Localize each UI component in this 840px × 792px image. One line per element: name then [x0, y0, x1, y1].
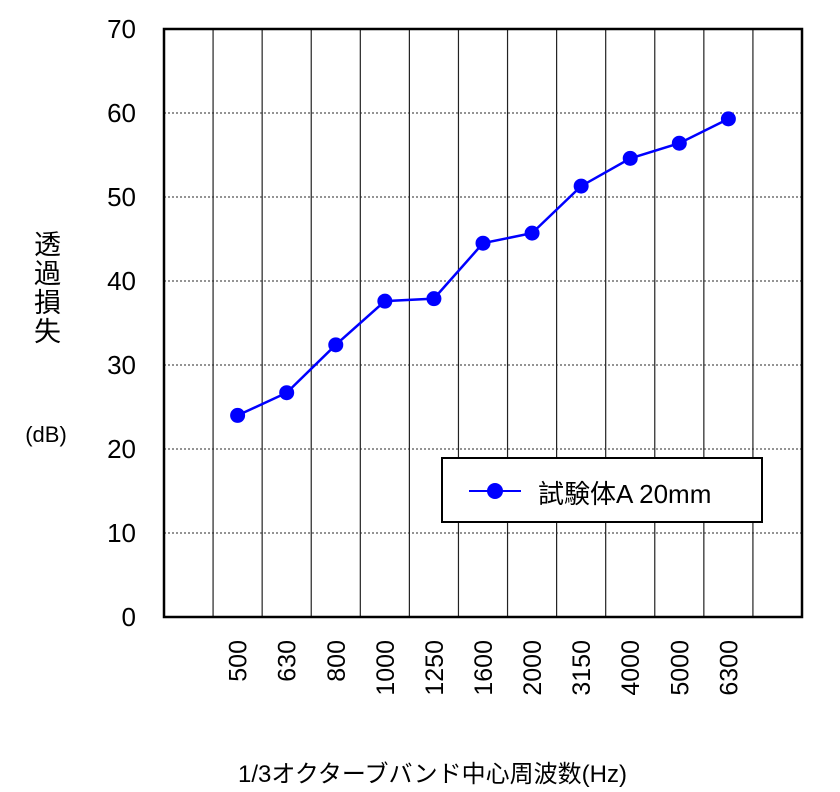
data-point	[230, 407, 246, 423]
x-tick-label: 630	[274, 640, 302, 682]
data-point	[524, 225, 540, 241]
data-point	[279, 385, 295, 401]
y-tick-label: 10	[107, 518, 136, 548]
y-tick-label: 0	[122, 602, 136, 632]
data-point	[573, 178, 589, 194]
plot-frame	[162, 27, 804, 619]
data-point	[377, 293, 393, 309]
y-tick-label: 40	[107, 266, 136, 296]
data-point	[720, 111, 736, 127]
x-tick-label: 500	[225, 640, 253, 682]
x-tick-label: 800	[323, 640, 351, 682]
y-tick-label: 60	[107, 98, 136, 128]
data-point	[328, 337, 344, 353]
legend-marker-icon	[469, 483, 521, 499]
x-tick-label: 1250	[421, 640, 449, 696]
x-tick-label: 4000	[617, 640, 645, 696]
x-tick-label: 6300	[715, 640, 743, 696]
data-point	[475, 235, 491, 251]
y-axis-title: 透過損失	[30, 230, 60, 346]
x-tick-label: 1600	[470, 640, 498, 696]
legend-label: 試験体A 20mm	[538, 479, 712, 509]
y-axis-unit: (dB)	[25, 422, 67, 447]
y-tick-label: 70	[107, 14, 136, 44]
data-point	[671, 135, 687, 151]
x-tick-label: 1000	[372, 640, 400, 696]
x-tick-label: 3150	[568, 640, 596, 696]
x-axis-title: 1/3オクターブバンド中心周波数(Hz)	[238, 761, 627, 788]
x-tick-label: 5000	[666, 640, 694, 696]
y-tick-label: 50	[107, 182, 136, 212]
y-tick-label: 30	[107, 350, 136, 380]
y-tick-label: 20	[107, 434, 136, 464]
x-tick-label: 2000	[519, 640, 547, 696]
data-point	[622, 150, 638, 166]
legend: 試験体A 20mm	[441, 457, 763, 523]
data-point	[426, 291, 442, 307]
